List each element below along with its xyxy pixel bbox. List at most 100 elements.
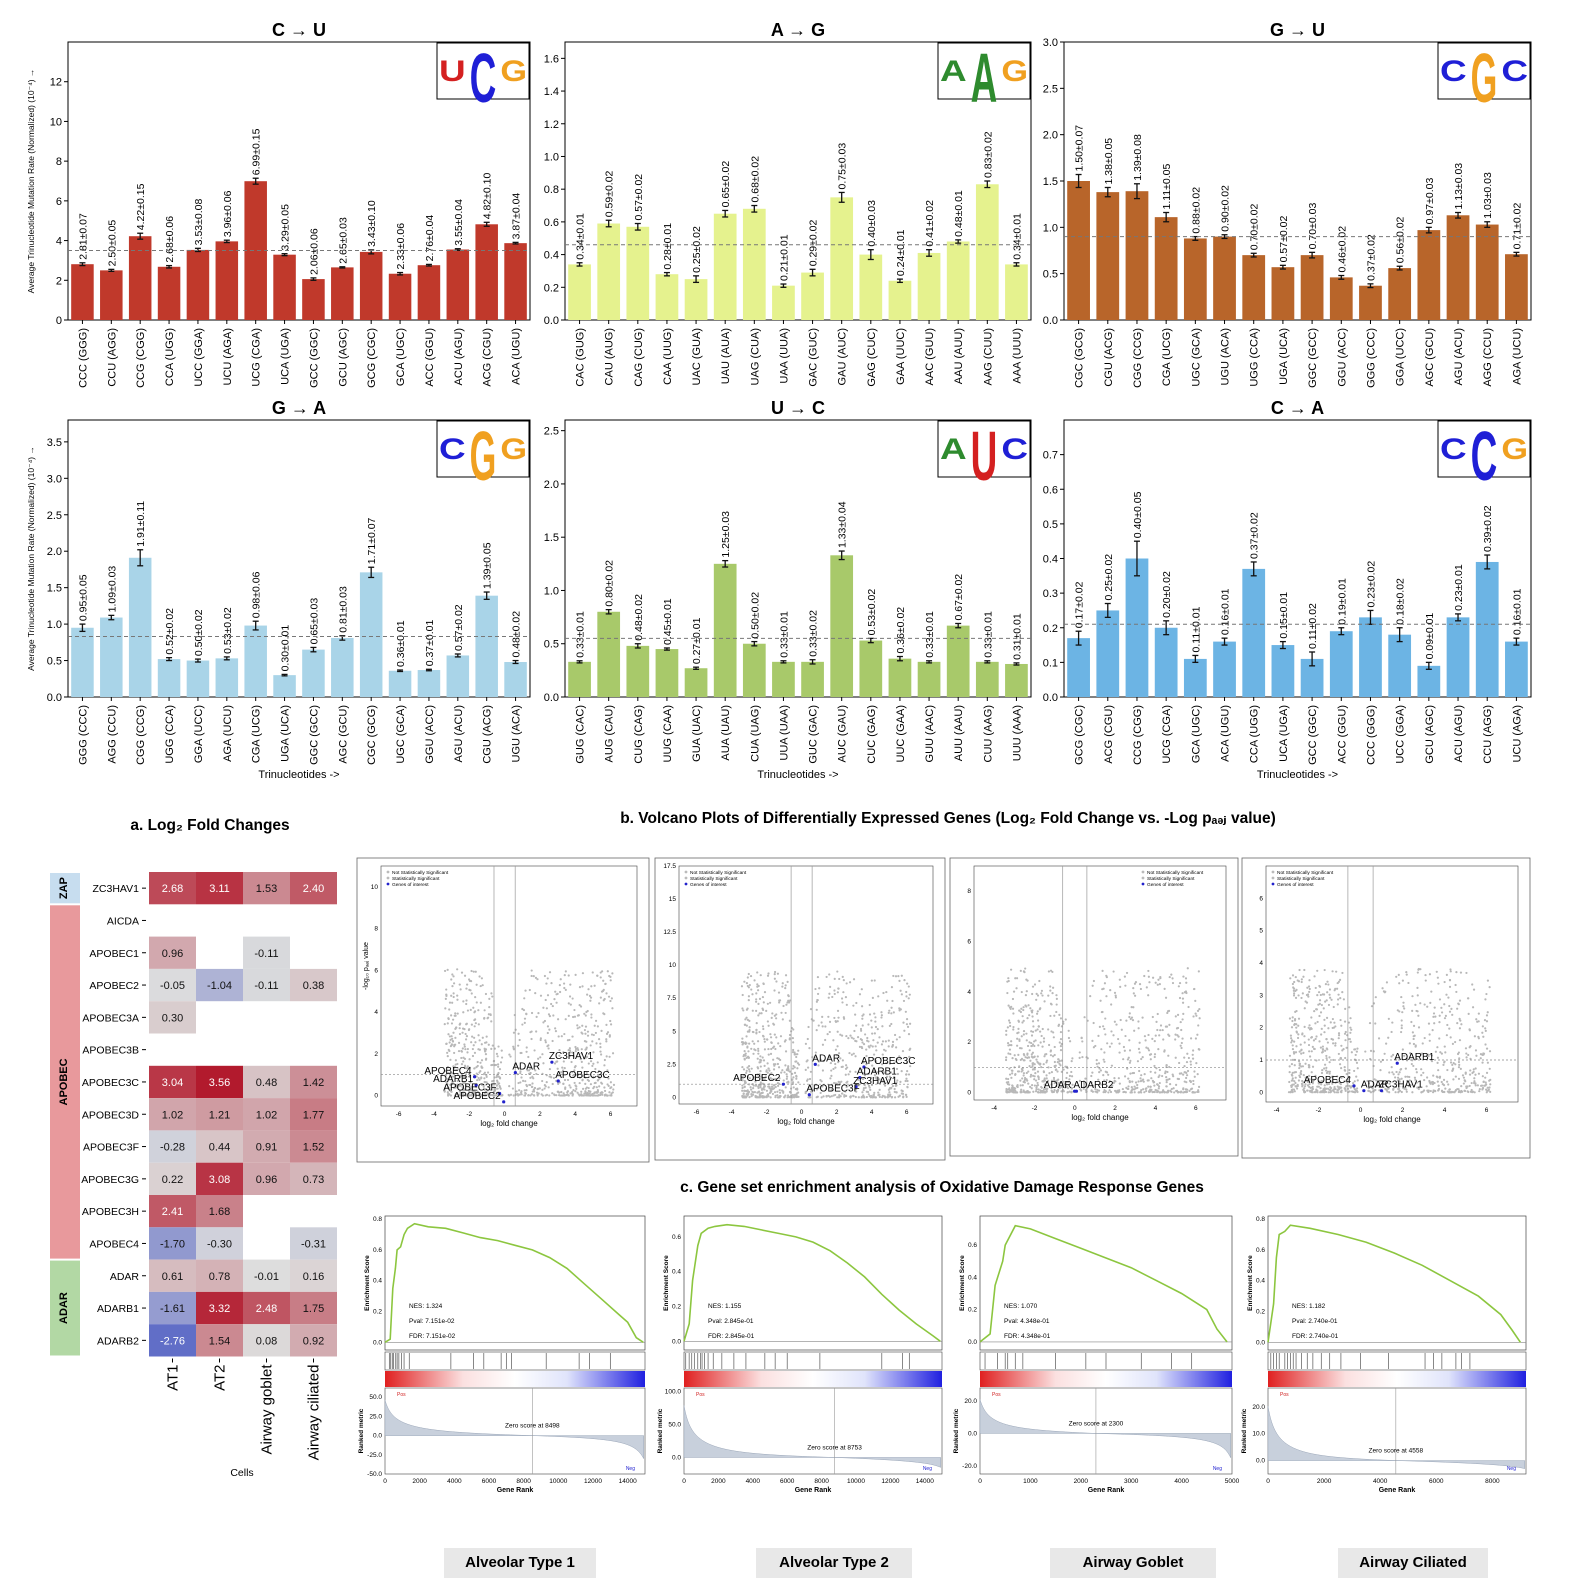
- volcano-point: [569, 1051, 572, 1054]
- es-tick-label: 0.2: [968, 1307, 977, 1314]
- volcano-point: [1033, 1084, 1036, 1087]
- volcano-point: [1143, 974, 1146, 978]
- cell-value: 0.22: [162, 1174, 183, 1186]
- volcano-point: [1022, 1008, 1025, 1012]
- data-label: 0.33±0.01: [778, 611, 790, 658]
- volcano-point: [491, 1063, 494, 1067]
- volcano-point: [1182, 975, 1185, 978]
- volcano-point: [1108, 1045, 1112, 1048]
- volcano-point: [1189, 1063, 1192, 1066]
- volcano-point: [876, 1041, 879, 1044]
- volcano-point: [1137, 1080, 1140, 1083]
- volcano-point: [508, 1085, 511, 1088]
- volcano-point: [1419, 1002, 1422, 1005]
- volcano-point: [907, 1073, 911, 1076]
- volcano-point: [466, 1065, 469, 1068]
- volcano-point: [905, 1095, 908, 1098]
- volcano-point: [795, 1060, 798, 1063]
- bar: [626, 226, 650, 320]
- volcano-point: [766, 1038, 769, 1041]
- volcano-point: [587, 1062, 590, 1065]
- volcano-point: [751, 1009, 754, 1012]
- volcano-point: [1438, 1037, 1441, 1040]
- volcano-point: [602, 999, 605, 1002]
- volcano-point: [1345, 1046, 1348, 1049]
- volcano-point: [1059, 1049, 1063, 1052]
- bar: [597, 611, 621, 697]
- volcano-point: [584, 1076, 587, 1079]
- bar: [1213, 641, 1236, 697]
- volcano-point: [1484, 998, 1487, 1001]
- es-axis-label: Enrichment Score: [663, 1255, 670, 1311]
- volcano-point: [1187, 1056, 1190, 1060]
- volcano-point: [862, 1096, 866, 1099]
- volcano-point: [1459, 1067, 1462, 1070]
- volcano-point: [1081, 1055, 1084, 1059]
- volcano-point: [485, 1081, 488, 1084]
- volcano-point: [842, 979, 845, 982]
- y-tick-label: 3.0: [1043, 37, 1058, 49]
- volcano-point: [1055, 1010, 1058, 1014]
- data-label: 0.37±0.02: [1249, 512, 1261, 559]
- volcano-point: [1326, 1041, 1329, 1044]
- volcano-point: [1299, 1071, 1302, 1075]
- volcano-point: [466, 1047, 469, 1051]
- volcano-point: [808, 1096, 811, 1099]
- volcano-point: [1024, 1056, 1027, 1059]
- volcano-point: [1309, 1055, 1312, 1058]
- bar: [71, 627, 94, 697]
- es-tick-label: 0.6: [968, 1242, 977, 1249]
- volcano-point: [1091, 1039, 1094, 1043]
- volcano-point: [1478, 1090, 1481, 1093]
- volcano-point: [1080, 1036, 1083, 1039]
- volcano-point: [762, 982, 765, 986]
- volcano-point: [746, 984, 749, 988]
- volcano-point: [1314, 1022, 1317, 1025]
- volcano-point: [1428, 1039, 1431, 1042]
- volcano-point: [1011, 1007, 1015, 1010]
- heatmap-cell: [243, 1098, 290, 1131]
- volcano-point: [845, 1094, 848, 1098]
- volcano-point: [1300, 1052, 1303, 1055]
- volcano-point: [1151, 1015, 1154, 1019]
- volcano-point: [1021, 1067, 1024, 1070]
- cell-value: 2.68: [162, 883, 183, 895]
- y-tick-label: 12: [50, 77, 62, 89]
- x-tick-label: UGA (UCA): [1278, 328, 1290, 385]
- volcano-point: [772, 1022, 775, 1025]
- volcano-point: [1159, 1091, 1162, 1094]
- volcano-point: [1140, 1074, 1143, 1077]
- volcano-point: [1101, 969, 1104, 973]
- volcano-point: [870, 1026, 873, 1029]
- volcano-point: [600, 990, 604, 993]
- volcano-point: [465, 1075, 468, 1078]
- es-tick-label: 0.4: [968, 1274, 977, 1281]
- volcano-point: [895, 1091, 898, 1094]
- volcano-point: [1319, 1091, 1322, 1094]
- volcano-point: [1033, 1075, 1036, 1078]
- volcano-point: [1006, 1041, 1010, 1045]
- heatmap-cell: [290, 872, 337, 905]
- volcano-point: [842, 1017, 846, 1020]
- volcano-point: [1336, 987, 1339, 990]
- volcano-point: [1103, 1027, 1106, 1031]
- y-tick-label: 0.0: [1043, 315, 1058, 327]
- volcano-point: [1124, 1034, 1127, 1038]
- volcano-point: [1444, 1051, 1447, 1054]
- volcano-point: [852, 1004, 855, 1007]
- volcano-point: [1053, 1064, 1056, 1068]
- data-label: 1.11±0.05: [1161, 163, 1173, 209]
- volcano-point: [1402, 1001, 1405, 1004]
- bar: [1271, 645, 1295, 697]
- volcano-point: [874, 1096, 878, 1099]
- metric-tick-label: 25.0: [369, 1413, 382, 1420]
- volcano-point: [1136, 1083, 1139, 1087]
- volcano-point: [498, 1068, 502, 1071]
- rank-tick-label: 6000: [482, 1478, 497, 1485]
- volcano-point: [544, 998, 547, 1002]
- volcano-point: [1036, 1055, 1039, 1058]
- volcano-point: [1432, 1012, 1436, 1015]
- volcano-point: [755, 1028, 758, 1032]
- heatmap-cell: [196, 1227, 243, 1260]
